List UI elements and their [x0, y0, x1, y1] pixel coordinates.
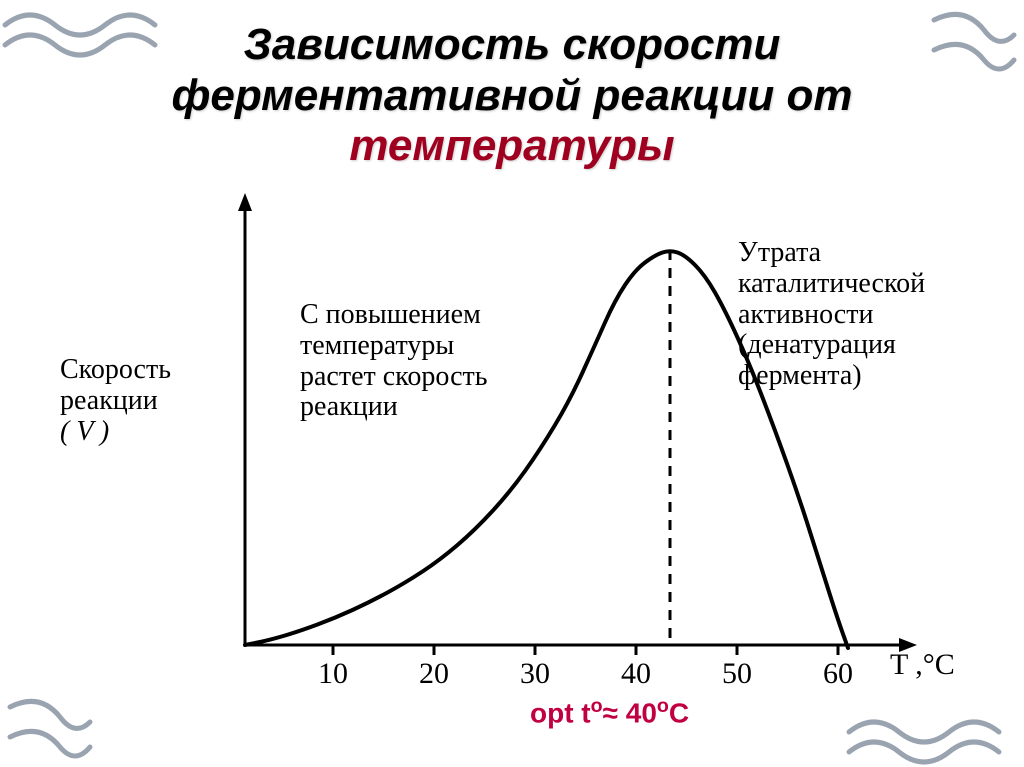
title-line-2: ферментативной реакции от [0, 71, 1024, 122]
y-label-line2: реакции [60, 385, 158, 416]
chart: Скорость реакции ( V ) С повышениемтемпе… [60, 170, 960, 730]
slide-title: Зависимость скорости ферментативной реак… [0, 20, 1024, 172]
footer-optimum: opt tо≈ 40оC [530, 695, 689, 729]
y-label-line3: ( V ) [60, 416, 109, 447]
annotation-denaturation: Утратакаталитическойактивности(денатурац… [738, 238, 925, 392]
x-tick: 50 [712, 657, 762, 691]
annotation-rising: С повышениемтемпературырастет скоростьре… [300, 300, 488, 423]
y-label-line1: Скорость [60, 354, 171, 385]
y-axis-label: Скорость реакции ( V ) [60, 355, 230, 447]
x-tick: 10 [308, 657, 358, 691]
x-tick: 40 [611, 657, 661, 691]
x-tick: 30 [510, 657, 560, 691]
title-line-1: Зависимость скорости [0, 20, 1024, 71]
x-tick: 20 [409, 657, 459, 691]
slide: Зависимость скорости ферментативной реак… [0, 0, 1024, 767]
x-axis-label: T ,°C [890, 648, 955, 682]
title-line-3: температуры [0, 121, 1024, 172]
x-tick: 60 [813, 657, 863, 691]
